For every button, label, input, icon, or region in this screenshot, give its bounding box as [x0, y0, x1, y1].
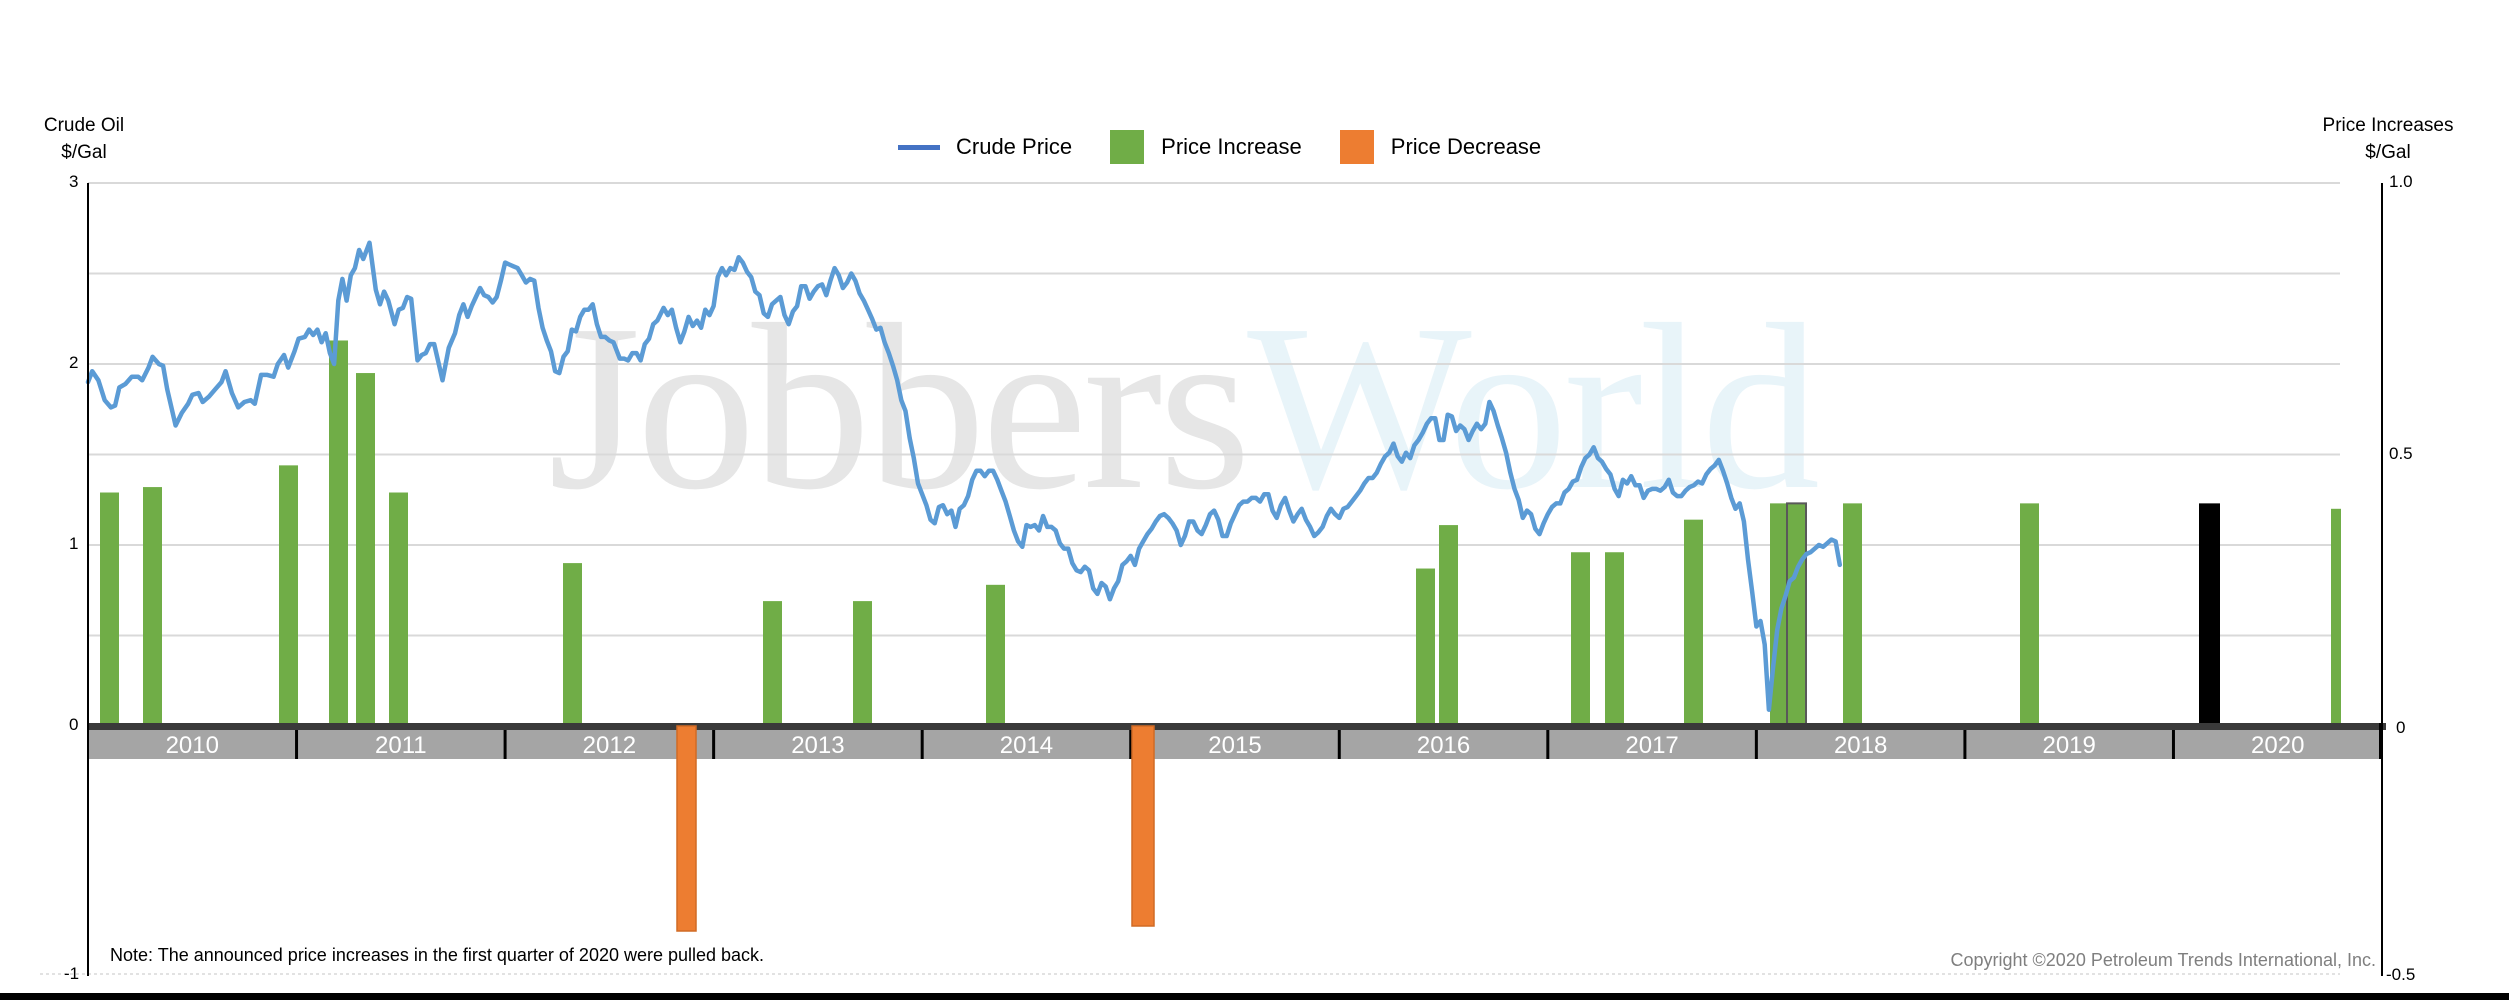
left-tick-2: 2 — [69, 353, 79, 372]
gridlines — [40, 182, 2340, 975]
footnote: Note: The announced price increases in t… — [110, 945, 765, 965]
crude-line-swatch-icon — [898, 144, 940, 150]
legend-item-price-increase: Price Increase — [1110, 130, 1302, 164]
year-label: 2018 — [1834, 732, 1887, 759]
legend-item-crude-price: Crude Price — [898, 134, 1072, 160]
year-label: 2010 — [166, 732, 219, 759]
bar-price-increase — [143, 487, 162, 726]
bar-price-increase — [1416, 568, 1435, 726]
bar-price-increase — [563, 563, 582, 726]
bar-price-increase — [279, 465, 298, 726]
bar-series — [100, 340, 2341, 727]
bar-price-increase — [356, 373, 375, 726]
left-tick-0: 0 — [69, 715, 79, 734]
bar-price-increase — [329, 340, 348, 726]
copyright-text: Copyright ©2020 Petroleum Trends Interna… — [1950, 950, 2377, 970]
legend-item-price-decrease: Price Decrease — [1339, 130, 1542, 164]
bar-price-increase — [763, 601, 782, 726]
right-tick-neg0-5: -0.5 — [2386, 965, 2416, 984]
left-tick-3: 3 — [69, 172, 79, 191]
bar-price-increase — [1571, 552, 1590, 726]
year-label: 2014 — [1000, 732, 1053, 759]
bar-price-increase — [100, 492, 119, 726]
negative-bar-series — [676, 725, 1155, 932]
bar-price-increase — [2331, 508, 2341, 726]
green-square-swatch-icon — [1110, 130, 1145, 164]
year-label: 2019 — [2042, 732, 2095, 759]
right-tick-0: 0 — [2396, 718, 2406, 737]
bottom-border — [0, 993, 2509, 1000]
year-label: 2013 — [791, 732, 844, 759]
legend: Crude Price Price Increase Price Decreas… — [898, 130, 1579, 164]
year-label: 2011 — [375, 732, 427, 759]
right-axis-title-line2: $/Gal — [2365, 142, 2411, 163]
crude-price-line — [85, 240, 1843, 712]
year-label: 2020 — [2251, 732, 2304, 759]
year-band-background — [88, 730, 2382, 759]
axes — [87, 183, 2383, 976]
bar-price-increase — [1684, 519, 1703, 726]
right-tick-0-5: 0.5 — [2389, 444, 2413, 463]
bar-price-increase — [1439, 525, 1458, 726]
zero-axis-line — [88, 723, 2386, 730]
x-axis-year-band: 2010 2011 2012 2013 2014 2015 2016 2017 2018 2019… — [88, 723, 2386, 759]
watermark-jobbers: Jobbers — [548, 276, 1251, 539]
year-label: 2012 — [583, 732, 636, 759]
right-axis-title-line1: Price Increases — [2322, 115, 2454, 136]
bar-price-increase — [1605, 552, 1624, 726]
bar-price-decrease — [1131, 725, 1155, 927]
bar-pulled-back-increase-q1-2020- — [2199, 503, 2220, 726]
year-label: 2016 — [1417, 732, 1470, 759]
bar-price-increase — [986, 584, 1005, 726]
legend-label-increase: Price Increase — [1161, 134, 1302, 159]
bar-price-decrease — [676, 725, 697, 932]
left-tick-1: 1 — [69, 534, 79, 553]
left-tick-neg1: -1 — [64, 964, 80, 983]
bar-price-increase — [853, 601, 872, 726]
legend-label-decrease: Price Decrease — [1390, 134, 1542, 159]
watermark: JobbersWorld — [548, 258, 1820, 558]
bar-price-increase — [1786, 502, 1807, 727]
left-axis-title: Crude Oil $/Gal — [30, 112, 138, 166]
bar-price-increase — [389, 492, 408, 726]
year-label: 2015 — [1208, 732, 1261, 759]
legend-label-crude: Crude Price — [956, 134, 1073, 159]
orange-square-swatch-icon — [1339, 130, 1374, 164]
right-axis-title: Price Increases $/Gal — [2308, 112, 2468, 166]
year-label: 2017 — [1625, 732, 1678, 759]
bar-price-increase — [1843, 503, 1862, 726]
right-tick-1-0: 1.0 — [2389, 172, 2413, 191]
left-axis-title-line2: $/Gal — [61, 142, 107, 163]
watermark-world: World — [1247, 276, 1820, 539]
left-axis-title-line1: Crude Oil — [43, 115, 125, 136]
bar-price-increase — [2020, 503, 2039, 726]
